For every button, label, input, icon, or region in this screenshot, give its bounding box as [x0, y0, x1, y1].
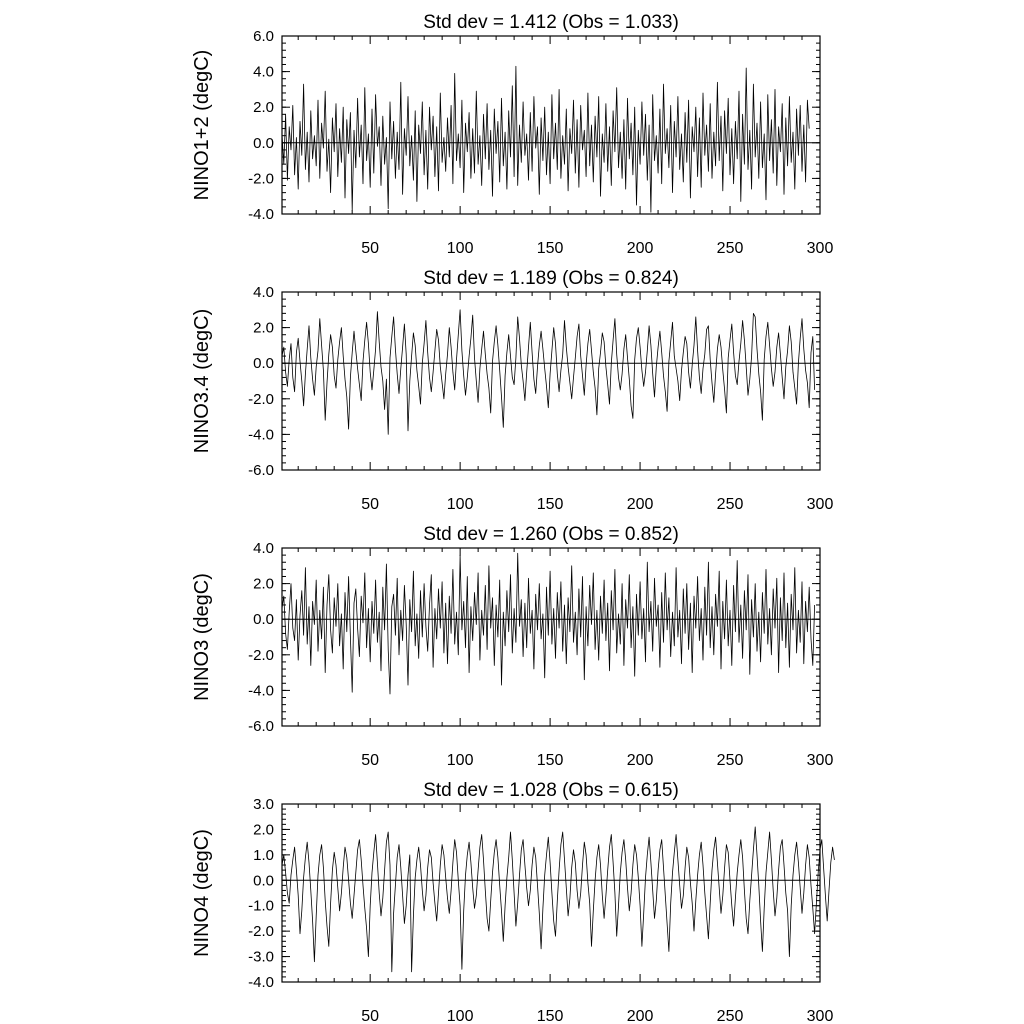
y-axis-label: NINO3.4 (degC) — [191, 309, 213, 454]
x-tick-label: 100 — [447, 240, 474, 257]
series-line — [281, 826, 835, 973]
x-tick-label: 300 — [807, 1008, 834, 1024]
minor-ticks — [282, 803, 820, 983]
y-tick-label: 3.0 — [253, 796, 274, 813]
x-tick-label: 50 — [361, 240, 379, 257]
x-tick-label: 150 — [537, 240, 564, 257]
x-tick-label: 200 — [627, 240, 654, 257]
x-tick-label: 250 — [717, 240, 744, 257]
y-tick-label: 0.0 — [253, 135, 274, 152]
plot-frame — [281, 803, 821, 983]
x-tick-label: 150 — [537, 752, 564, 769]
minor-ticks — [282, 291, 820, 471]
x-tick-label: 300 — [807, 240, 834, 257]
y-axis-label: NINO3 (degC) — [191, 573, 213, 701]
y-tick-label: -4.0 — [248, 426, 274, 443]
x-tick-label: 150 — [537, 1008, 564, 1024]
y-tick-label: 2.0 — [253, 576, 274, 593]
y-axis-label: NINO4 (degC) — [191, 829, 213, 957]
x-tick-label: 200 — [627, 496, 654, 513]
x-tick-label: 100 — [447, 1008, 474, 1024]
series-line — [281, 552, 815, 695]
chart-title: Std dev = 1.189 (Obs = 0.824) — [423, 268, 679, 289]
y-tick-label: -2.0 — [248, 647, 274, 664]
x-tick-label: 50 — [361, 1008, 379, 1024]
x-tick-label: 50 — [361, 496, 379, 513]
y-tick-label: 0.0 — [253, 872, 274, 889]
x-tick-label: 250 — [717, 752, 744, 769]
x-tick-label: 150 — [537, 496, 564, 513]
y-tick-label: -1.0 — [248, 898, 274, 915]
x-tick-label: 200 — [627, 1008, 654, 1024]
y-tick-label: -6.0 — [248, 718, 274, 735]
chart-panel-4: Std dev = 1.028 (Obs = 0.615) NINO4 (degC… — [191, 780, 835, 1024]
plot-frame — [281, 547, 821, 727]
y-tick-label: -4.0 — [248, 206, 274, 223]
x-tick-label: 300 — [807, 752, 834, 769]
minor-ticks — [282, 35, 820, 215]
x-tick-label: 50 — [361, 752, 379, 769]
y-tick-label: 4.0 — [253, 284, 274, 301]
chart-panel-1: Std dev = 1.412 (Obs = 1.033) NINO1+2 (de… — [191, 12, 833, 257]
series-line — [281, 65, 810, 213]
y-tick-label: -2.0 — [248, 923, 274, 940]
y-tick-label: 4.0 — [253, 64, 274, 81]
y-tick-label: -6.0 — [248, 462, 274, 479]
chart-title: Std dev = 1.028 (Obs = 0.615) — [423, 780, 679, 801]
chart-title: Std dev = 1.260 (Obs = 0.852) — [423, 524, 679, 545]
chart-title: Std dev = 1.412 (Obs = 1.033) — [423, 12, 679, 33]
x-tick-label: 250 — [717, 496, 744, 513]
y-tick-label: 2.0 — [253, 320, 274, 337]
y-axis-label: NINO1+2 (degC) — [191, 50, 213, 201]
plot-frame — [281, 35, 821, 215]
y-tick-label: -3.0 — [248, 949, 274, 966]
chart-panel-3: Std dev = 1.260 (Obs = 0.852) NINO3 (degC… — [191, 524, 833, 769]
y-tick-label: 0.0 — [253, 611, 274, 628]
y-tick-label: 1.0 — [253, 847, 274, 864]
plot-frame — [281, 291, 821, 471]
y-tick-label: -4.0 — [248, 682, 274, 699]
chart-panel-2: Std dev = 1.189 (Obs = 0.824) NINO3.4 (de… — [191, 268, 833, 513]
x-tick-label: 100 — [447, 752, 474, 769]
y-tick-label: 0.0 — [253, 355, 274, 372]
y-tick-label: -4.0 — [248, 974, 274, 991]
x-tick-label: 250 — [717, 1008, 744, 1024]
y-tick-label: 6.0 — [253, 28, 274, 45]
y-tick-label: 2.0 — [253, 821, 274, 838]
x-tick-label: 300 — [807, 496, 834, 513]
x-tick-label: 200 — [627, 752, 654, 769]
series-line — [281, 309, 815, 435]
x-tick-label: 100 — [447, 496, 474, 513]
y-tick-label: -2.0 — [248, 170, 274, 187]
y-tick-label: -2.0 — [248, 391, 274, 408]
y-tick-label: 2.0 — [253, 99, 274, 116]
y-tick-label: 4.0 — [253, 540, 274, 557]
